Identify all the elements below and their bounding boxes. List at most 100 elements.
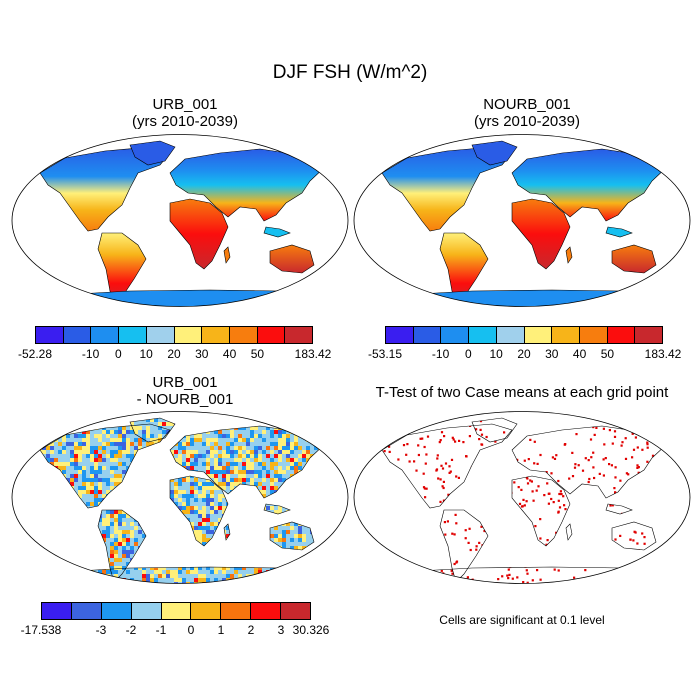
colorbar-swatch [251,603,282,619]
colorbar-swatch [441,327,470,343]
maritime-continent [605,226,633,238]
colorbar-swatch [63,327,92,343]
panel-2-title-line2: (yrs 2010-2039) [474,113,580,130]
australia [611,244,657,274]
panel-3-colorbar [41,602,311,620]
significance-note: Cells are significant at 0.1 level [439,613,605,627]
indonesia-outline [605,503,633,515]
panel-3-map [11,411,349,584]
map-border [11,134,349,307]
colorbar-tick-label: -17.538 [20,623,62,637]
panel-3-title-line1: URB_001 [152,374,218,391]
australia-outline [269,521,315,551]
africa [511,198,571,270]
madagascar [565,246,573,264]
australia-outline [611,521,657,551]
greenland-outline [129,417,176,443]
northAmerica-outline [381,423,513,509]
colorbar-tick-label: -1 [155,623,167,637]
colorbar-swatch [469,327,497,343]
colorbar-swatch [161,603,192,619]
panel-1-title-line1: URB_001 [152,96,218,113]
colorbar-swatch [101,603,132,619]
colorbar-swatch [386,327,414,343]
colorbar-tick-label: 50 [600,347,615,361]
maritime-continent [263,226,291,238]
colorbar-swatch [496,327,525,343]
africa-outline [511,475,571,547]
colorbar-swatch [202,327,230,343]
colorbar-tick-label: -10 [81,347,100,361]
madagascar-outline [565,523,573,541]
colorbar-swatch [42,603,72,619]
colorbar-swatch [579,327,608,343]
africa [169,198,229,270]
colorbar-swatch [229,327,258,343]
colorbar-swatch [131,603,162,619]
panel-2-colorbar [385,326,663,344]
northAmerica-outline [39,423,171,509]
eurasia [511,148,668,222]
colorbar-tick-label: 20 [167,347,181,361]
panel-3-title-line2: - NOURB_001 [136,391,234,408]
panel-3-title: URB_001 - NOURB_001 [85,374,285,408]
panel-1-colorbar [35,326,313,344]
colorbar-swatch [174,327,203,343]
africa-outline [169,475,229,547]
panel-1-title-line2: (yrs 2010-2039) [132,113,238,130]
colorbar-tick-label: -2 [125,623,137,637]
colorbar-tick-label: 50 [250,347,265,361]
colorbar-tick-label: 40 [572,347,587,361]
southAmerica-outline [439,509,489,583]
australia [269,244,315,274]
panel-4-title: T-Test of two Case means at each grid po… [375,384,669,401]
colorbar-tick-label: 183.42 [294,347,332,361]
eurasia-outline [169,425,326,499]
colorbar-tick-label: 0 [187,623,195,637]
colorbar-tick-label: 0 [465,347,472,361]
panel-2-title-line1: NOURB_001 [483,96,571,113]
madagascar-outline [223,523,231,541]
southAmerica-outline [97,509,147,583]
figure-title: DJF FSH (W/m^2) [272,62,428,83]
colorbar-swatch [71,603,102,619]
colorbar-swatch [91,327,120,343]
colorbar-tick-label: 20 [517,347,531,361]
eurasia-outline [511,425,668,499]
colorbar-swatch [635,327,663,343]
colorbar-tick-label: 1 [217,623,225,637]
map-border [353,134,691,307]
colorbar-tick-label: -52.28 [17,347,53,361]
colorbar-swatch [36,327,64,343]
indonesia-outline [263,503,291,515]
colorbar-swatch [413,327,442,343]
colorbar-swatch [281,603,311,619]
colorbar-tick-label: 40 [222,347,237,361]
greenland [129,140,176,166]
colorbar-tick-label: -53.15 [367,347,403,361]
panel-1-title: URB_001 (yrs 2010-2039) [85,96,285,130]
colorbar-swatch [221,603,252,619]
greenland [471,140,518,166]
map-border [353,411,691,584]
colorbar-tick-label: 30.326 [292,623,330,637]
greenland-outline [471,417,518,443]
colorbar-swatch [607,327,636,343]
colorbar-tick-label: 3 [277,623,285,637]
colorbar-swatch [146,327,175,343]
map-border [11,411,349,584]
colorbar-tick-label: 2 [247,623,255,637]
colorbar-tick-label: 183.42 [644,347,682,361]
colorbar-swatch [257,327,286,343]
colorbar-swatch [191,603,222,619]
colorbar-tick-label: -10 [431,347,450,361]
colorbar-swatch [285,327,313,343]
colorbar-tick-label: -3 [95,623,107,637]
colorbar-tick-label: 30 [545,347,559,361]
madagascar [223,246,231,264]
panel-1-map [11,134,349,307]
panel-2-title: NOURB_001 (yrs 2010-2039) [427,96,627,130]
panel-2-map [353,134,691,307]
colorbar-tick-label: 10 [139,347,153,361]
colorbar-tick-label: 30 [195,347,209,361]
